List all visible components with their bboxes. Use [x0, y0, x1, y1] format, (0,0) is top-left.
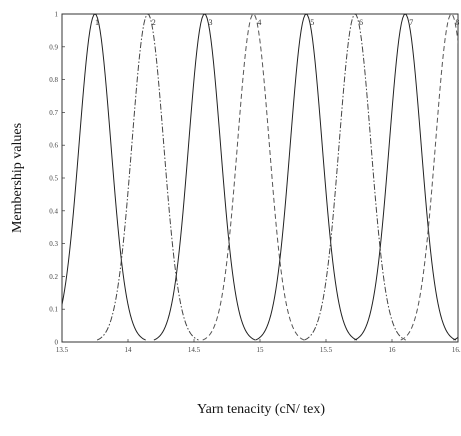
curve-label-2: 2 — [152, 18, 156, 27]
membership-curve-3 — [153, 14, 256, 341]
curve-label-1: 1 — [95, 18, 99, 27]
y-tick-label: 0.9 — [49, 43, 58, 51]
x-tick-label: 15 — [257, 346, 265, 354]
y-tick-label: 0.4 — [49, 207, 58, 215]
x-tick-label: 14.5 — [188, 346, 201, 354]
curve-label-6: 6 — [359, 18, 363, 27]
x-tick-label: 15.5 — [320, 346, 333, 354]
curve-label-4: 4 — [257, 18, 261, 27]
y-tick-label: 0.1 — [49, 306, 58, 314]
x-tick-label: 16.5 — [452, 346, 461, 354]
curve-label-3: 3 — [209, 18, 213, 27]
curve-labels: 1 2 3 4 5 6 7 8 — [95, 18, 459, 27]
membership-curve-2 — [96, 14, 199, 341]
membership-curve-4 — [202, 14, 305, 341]
x-tick-label: 16 — [389, 346, 397, 354]
membership-curve-7 — [354, 14, 457, 341]
y-axis-ticks: 0 0.1 0.2 0.3 0.4 0.5 0.6 0.7 0.8 0.9 1 — [49, 11, 65, 347]
y-tick-label: 0 — [55, 339, 59, 347]
y-tick-label: 0.7 — [49, 109, 58, 117]
membership-curve-9 — [453, 336, 458, 341]
y-tick-label: 1 — [55, 11, 59, 19]
x-tick-label: 13.5 — [56, 346, 69, 354]
x-tick-label: 14 — [125, 346, 133, 354]
y-tick-label: 0.2 — [49, 273, 58, 281]
y-tick-label: 0.3 — [49, 240, 58, 248]
curve-label-8: 8 — [455, 18, 459, 27]
x-axis-ticks: 13.5 14 14.5 15 15.5 16 16.5 — [56, 339, 461, 354]
plot-frame — [61, 13, 459, 343]
curve-label-5: 5 — [310, 18, 314, 27]
y-tick-label: 0.6 — [49, 142, 58, 150]
y-tick-label: 0.5 — [49, 175, 58, 183]
membership-curve-8 — [400, 14, 458, 341]
x-axis-label: Yarn tenacity (cN/ tex) — [197, 402, 325, 417]
membership-curves — [62, 14, 458, 341]
y-tick-label: 0.8 — [49, 76, 58, 84]
membership-curve-1 — [62, 14, 146, 341]
y-axis-label: Membership values — [10, 123, 25, 233]
membership-curve-6 — [304, 14, 406, 341]
membership-curve-5 — [255, 14, 358, 341]
curve-label-7: 7 — [409, 18, 413, 27]
